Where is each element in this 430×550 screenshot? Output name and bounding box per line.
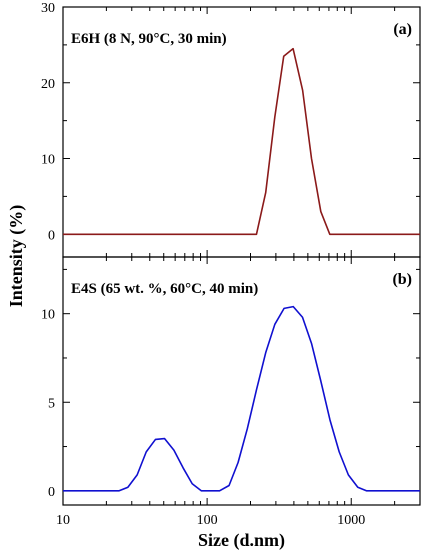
y-tick-label: 10 xyxy=(41,153,55,168)
y-axis-title: Intensity (%) xyxy=(6,205,27,308)
panel-sample-label: E4S (65 wt. %, 60°C, 40 min) xyxy=(71,281,258,297)
y-tick-label: 20 xyxy=(41,77,55,92)
series-line xyxy=(63,47,420,236)
x-tick-label: 100 xyxy=(197,513,218,528)
x-tick-label: 10 xyxy=(56,513,70,528)
panel-sample-label: E6H (8 N, 90°C, 30 min) xyxy=(71,31,227,47)
panel-tag: (a) xyxy=(393,21,412,38)
x-axis-title: Size (d.nm) xyxy=(198,530,285,550)
y-tick-label: 30 xyxy=(41,1,55,16)
plot-frame xyxy=(62,256,421,506)
y-tick-label: 10 xyxy=(41,308,55,323)
x-tick-label: 1000 xyxy=(337,513,365,528)
y-tick-label: 5 xyxy=(48,396,55,411)
y-tick-label: 0 xyxy=(48,485,55,500)
series-line xyxy=(63,305,420,492)
panel-tag: (b) xyxy=(392,271,412,288)
y-tick-label: 0 xyxy=(48,228,55,243)
